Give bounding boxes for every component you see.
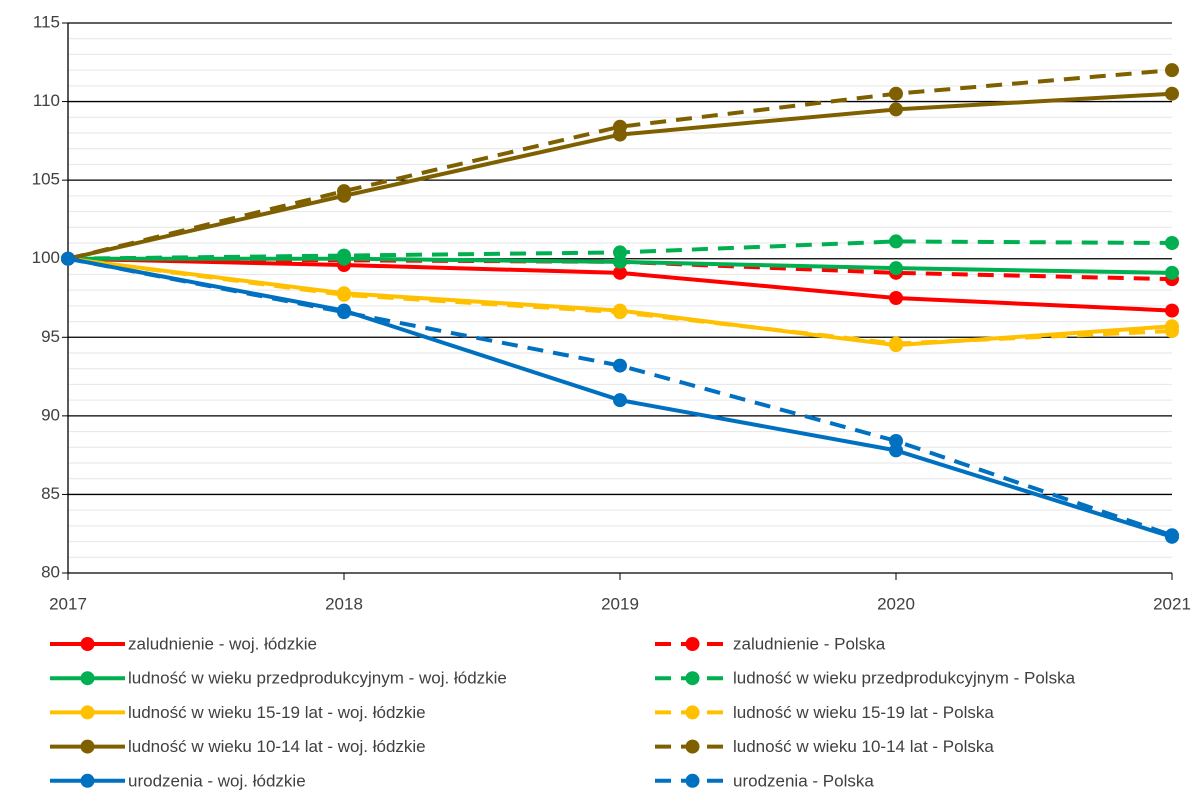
data-point xyxy=(889,86,903,101)
series-line xyxy=(67,256,1173,538)
data-point xyxy=(61,251,75,266)
y-tick-label: 90 xyxy=(41,405,60,424)
data-point xyxy=(1165,324,1179,338)
legend-label: urodzenia - woj. łódzkie xyxy=(128,771,306,790)
legend-marker xyxy=(80,773,95,788)
data-point xyxy=(1165,265,1179,280)
legend-label: urodzenia - Polska xyxy=(733,771,874,790)
data-point xyxy=(1165,63,1179,78)
data-point xyxy=(1165,236,1179,250)
legend-item: ludność w wieku 10-14 lat - woj. łódzkie xyxy=(50,737,426,756)
data-point xyxy=(337,184,351,199)
legend-item: ludność w wieku 15-19 lat - Polska xyxy=(655,703,994,722)
y-tick-label: 95 xyxy=(41,327,60,346)
legend-label: ludność w wieku 15-19 lat - woj. łódzkie xyxy=(128,703,426,722)
legend-marker xyxy=(80,671,95,686)
legend-label: ludność w wieku 10-14 lat - Polska xyxy=(733,737,994,756)
data-point xyxy=(1165,303,1179,318)
y-tick-label: 85 xyxy=(41,484,60,503)
legend-marker xyxy=(80,739,95,754)
data-point xyxy=(1165,86,1179,101)
y-tick-label: 115 xyxy=(33,12,60,31)
legend-marker xyxy=(685,739,700,754)
x-tick-label: 2017 xyxy=(49,594,87,613)
legend-item: ludność w wieku 10-14 lat - Polska xyxy=(655,737,994,756)
legend-marker xyxy=(685,773,700,788)
legend-marker xyxy=(80,637,95,651)
data-point xyxy=(613,358,627,373)
legend-label: zaludnienie - woj. łódzkie xyxy=(128,634,317,653)
data-point xyxy=(613,245,627,260)
legend-marker xyxy=(80,705,95,720)
data-point xyxy=(613,305,627,320)
data-point xyxy=(337,305,351,320)
x-tick-label: 2018 xyxy=(325,594,363,613)
series-line xyxy=(67,91,1173,261)
y-tick-label: 100 xyxy=(32,248,60,267)
data-point xyxy=(889,291,903,305)
data-point xyxy=(889,102,903,117)
legend-item: ludność w wieku 15-19 lat - woj. łódzkie xyxy=(50,703,426,722)
x-tick-label: 2019 xyxy=(601,594,639,613)
x-tick-label: 2020 xyxy=(877,594,915,613)
legend-marker xyxy=(685,705,700,720)
data-point xyxy=(1165,528,1179,543)
x-tick-label: 2021 xyxy=(1153,594,1191,613)
legend-item: ludność w wieku przedprodukcyjnym - woj.… xyxy=(50,669,507,688)
legend-item: ludność w wieku przedprodukcyjnym - Pols… xyxy=(655,669,1076,688)
legend-item: zaludnienie - Polska xyxy=(655,634,886,653)
data-point xyxy=(889,261,903,276)
data-point xyxy=(889,336,903,351)
legend-label: ludność w wieku przedprodukcyjnym - woj.… xyxy=(128,669,507,688)
data-point xyxy=(613,393,627,408)
data-point xyxy=(613,119,627,134)
legend-label: zaludnienie - Polska xyxy=(733,634,886,653)
data-point xyxy=(337,287,351,302)
y-tick-label: 105 xyxy=(32,170,60,189)
data-point xyxy=(889,434,903,448)
series-line xyxy=(67,68,1173,261)
data-point xyxy=(889,234,903,249)
legend-marker xyxy=(685,671,700,686)
data-point xyxy=(613,265,627,280)
y-tick-label: 80 xyxy=(41,562,60,581)
y-tick-label: 110 xyxy=(33,91,60,110)
data-point xyxy=(337,248,351,263)
legend-item: urodzenia - Polska xyxy=(655,771,874,790)
legend-marker xyxy=(685,637,700,651)
legend-label: ludność w wieku 15-19 lat - Polska xyxy=(733,703,994,722)
legend-item: zaludnienie - woj. łódzkie xyxy=(50,634,317,653)
legend-label: ludność w wieku przedprodukcyjnym - Pols… xyxy=(733,669,1076,688)
legend-item: urodzenia - woj. łódzkie xyxy=(50,771,306,790)
legend-label: ludność w wieku 10-14 lat - woj. łódzkie xyxy=(128,737,426,756)
